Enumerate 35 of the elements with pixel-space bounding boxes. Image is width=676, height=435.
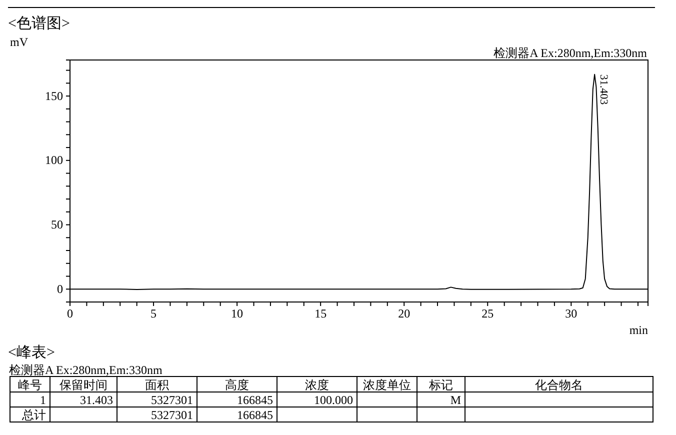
category-label: 保留时间 xyxy=(60,378,108,392)
text: 166845 xyxy=(237,393,273,407)
y-axis-title: mV xyxy=(10,35,28,49)
x-tick-label: 5 xyxy=(150,306,157,321)
x-tick-label: 25 xyxy=(482,306,494,321)
category-label: 浓度 xyxy=(305,378,329,392)
text: M xyxy=(450,393,461,407)
y-tick-label: 50 xyxy=(51,218,63,232)
text: 5327301 xyxy=(151,393,193,407)
text: 1 xyxy=(40,393,46,407)
text: 总计 xyxy=(22,408,46,422)
x-tick-label: 0 xyxy=(67,306,73,321)
y-tick-label: 150 xyxy=(45,88,63,103)
x-axis-title: min xyxy=(629,323,648,337)
text: <峰表> xyxy=(8,344,55,361)
category-label: 面积 xyxy=(145,378,169,392)
y-tick-label: 0 xyxy=(57,282,63,296)
text: 5327301 xyxy=(151,408,193,422)
text: 166845 xyxy=(237,408,273,422)
category-label: 峰号 xyxy=(18,378,42,392)
category-label: 高度 xyxy=(225,378,249,392)
category-label: 浓度单位 xyxy=(363,378,411,392)
x-tick-label: 10 xyxy=(231,306,244,321)
text: 检测器A Ex:280nm,Em:330nm xyxy=(9,363,163,377)
chart-title: <色谱图> xyxy=(8,15,70,32)
y-tick-label: 100 xyxy=(45,153,63,168)
category-label: 化合物名 xyxy=(535,378,583,392)
text: 检测器A Ex:280nm,Em:330nm xyxy=(494,46,648,60)
text: 31.403 xyxy=(80,393,113,407)
category-label: 标记 xyxy=(428,378,453,392)
x-tick-label: 20 xyxy=(398,306,410,321)
x-tick-label: 30 xyxy=(565,306,578,321)
x-tick-label: 15 xyxy=(314,306,327,321)
annotation: 31.403 xyxy=(598,74,610,106)
text: 100.000 xyxy=(314,393,353,407)
